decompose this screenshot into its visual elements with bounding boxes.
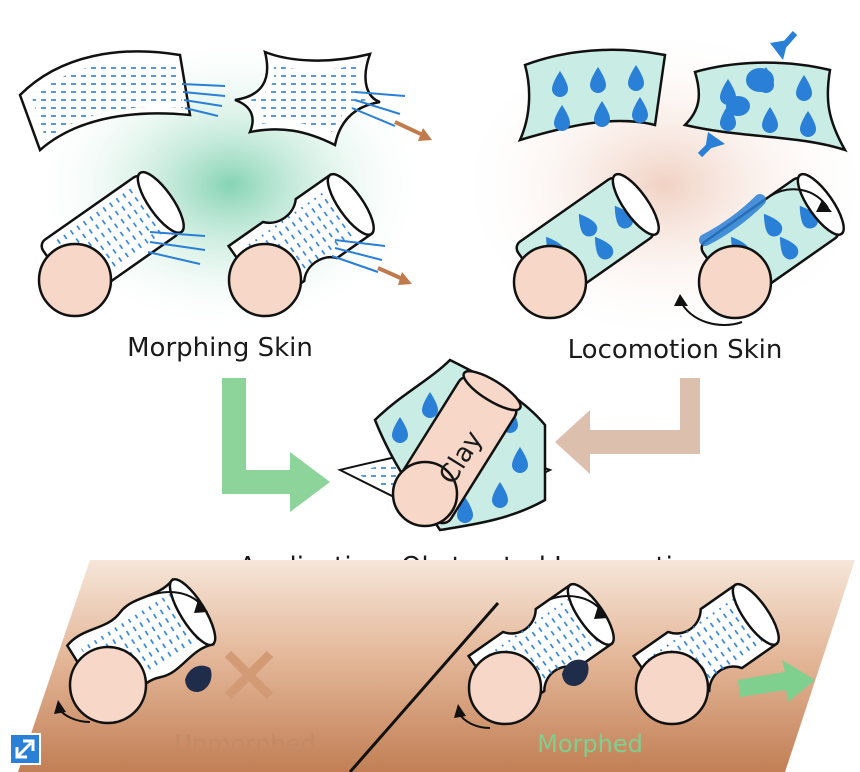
unmorphed-cylinder — [54, 577, 217, 725]
forward-arrow-icon — [738, 660, 815, 702]
locomotion-cylinder-rolling — [674, 172, 845, 326]
morphing-skin-label: Morphing Skin — [127, 333, 313, 363]
locomotion-skin-label: Locomotion Skin — [568, 335, 783, 365]
divider-line — [348, 602, 500, 772]
morphing-cylinder-shaped — [226, 172, 412, 318]
morphed-cylinder-before — [454, 582, 615, 729]
expand-arrow-icon — [15, 739, 35, 759]
green-flow-arrow — [222, 378, 330, 512]
morphing-flat-sheet — [18, 50, 226, 153]
pinch-arrow-top-icon — [770, 31, 798, 60]
obstacle-rock-icon — [562, 659, 589, 686]
morphed-label: Morphed — [537, 730, 643, 758]
obstacle-rock-icon — [185, 665, 212, 692]
locomotion-deformed-sheet — [682, 31, 848, 158]
combined-skin-assembly — [337, 358, 553, 532]
morphing-cylinder-plain — [37, 170, 206, 318]
tan-flow-arrow — [555, 378, 700, 474]
morphing-stretched-sheet — [234, 49, 432, 147]
locomotion-flat-sheet — [517, 48, 667, 142]
expand-button[interactable] — [9, 733, 41, 765]
morphed-cylinder-after — [631, 582, 780, 726]
cross-icon — [224, 650, 274, 700]
unmorphed-label: Unmorphed — [174, 730, 315, 758]
pinch-arrow-bottom-icon — [697, 132, 725, 158]
locomotion-cylinder-plain — [512, 172, 660, 320]
ground-plane — [18, 560, 855, 772]
